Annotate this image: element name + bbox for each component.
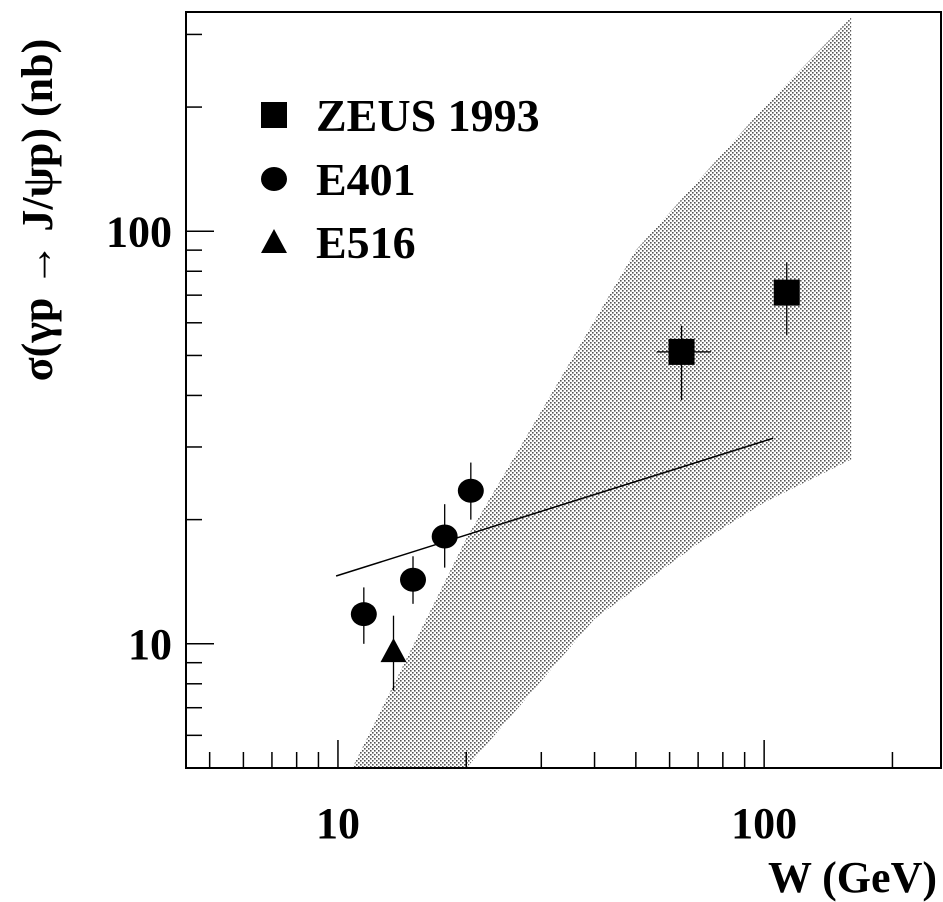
legend-label: E401 [316, 154, 416, 205]
y-axis-ticks: 10 100 [106, 33, 214, 769]
data-point-circle [350, 602, 377, 627]
legend-label: ZEUS 1993 [316, 90, 540, 141]
x-tick-label: 10 [316, 799, 360, 848]
data-point-circle [431, 524, 458, 549]
theory-band [352, 17, 852, 768]
plot-frame [185, 11, 942, 769]
legend-label: E516 [316, 217, 416, 268]
band-area [352, 17, 852, 768]
x-axis-title: W (GeV) [768, 853, 937, 902]
data-point-square [773, 279, 800, 306]
legend-marker-circle [261, 167, 287, 191]
y-axis-title: σ(γp → J/ψp) (nb) [13, 39, 62, 382]
fit-line [335, 437, 774, 577]
y-tick-label: 100 [106, 207, 172, 256]
data-points [350, 262, 800, 691]
fit-line-segment [335, 437, 774, 577]
data-point-square [668, 338, 695, 365]
legend: ZEUS 1993 E401 E516 [261, 90, 540, 268]
legend-marker-square [261, 102, 287, 128]
x-axis-ticks: 10 100 [208, 740, 894, 848]
data-point-circle [400, 567, 427, 592]
data-point-circle [457, 478, 484, 503]
legend-marker-triangle [261, 229, 287, 253]
y-tick-label: 10 [128, 620, 172, 669]
x-tick-label: 100 [731, 799, 797, 848]
data-point-triangle [380, 638, 407, 663]
